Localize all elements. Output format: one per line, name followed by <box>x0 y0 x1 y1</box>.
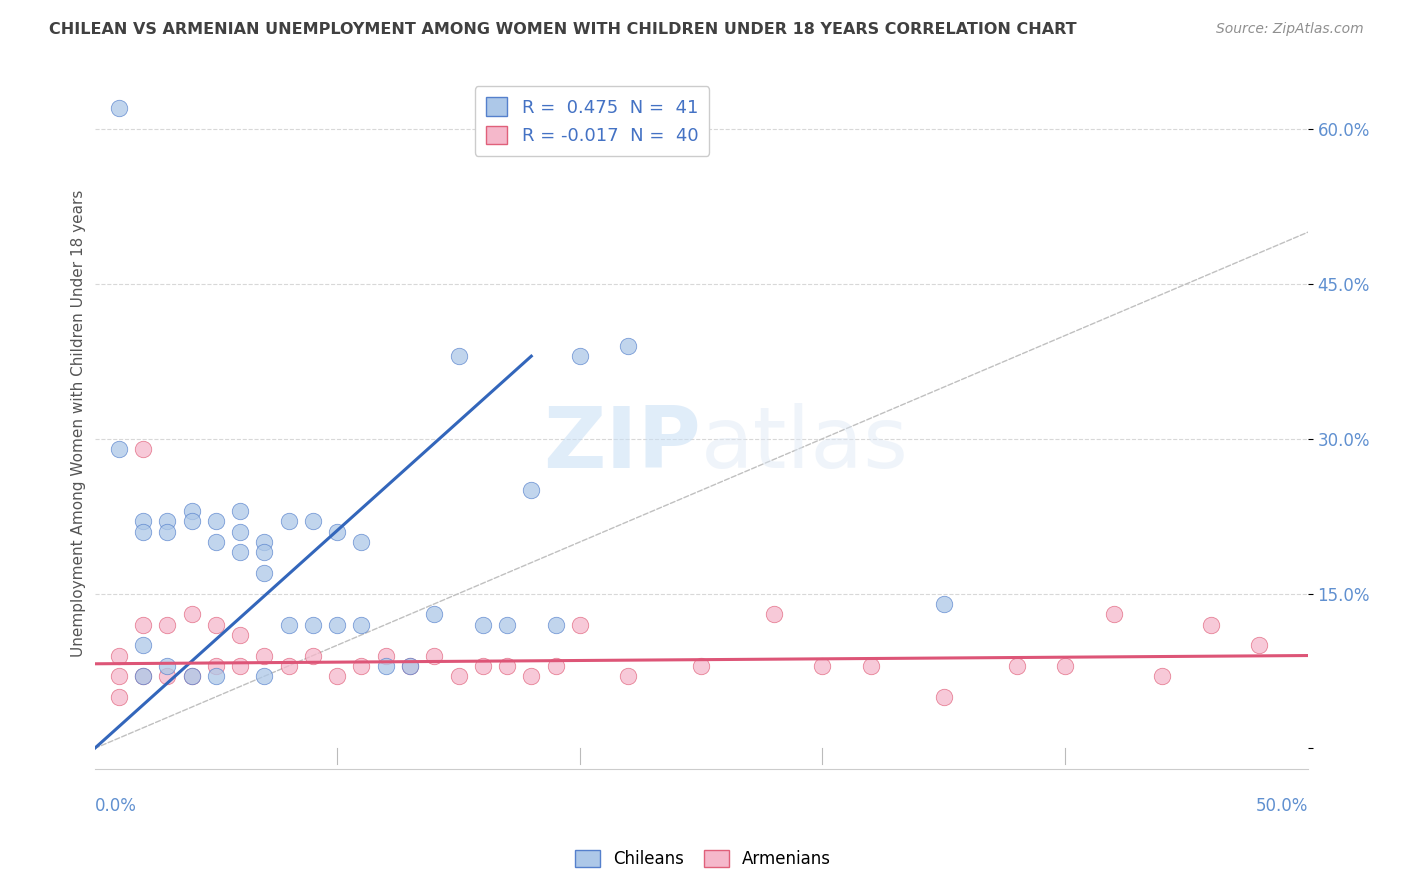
Point <box>302 514 325 528</box>
Point <box>108 648 131 663</box>
Point <box>399 658 422 673</box>
Point <box>544 617 567 632</box>
Point <box>471 658 494 673</box>
Point <box>132 442 155 456</box>
Point <box>471 617 494 632</box>
Point <box>180 514 202 528</box>
Point <box>617 339 640 353</box>
Point <box>205 535 228 549</box>
Text: 50.0%: 50.0% <box>1256 797 1308 814</box>
Text: CHILEAN VS ARMENIAN UNEMPLOYMENT AMONG WOMEN WITH CHILDREN UNDER 18 YEARS CORREL: CHILEAN VS ARMENIAN UNEMPLOYMENT AMONG W… <box>49 22 1077 37</box>
Point <box>423 607 446 622</box>
Point <box>132 617 155 632</box>
Point <box>108 442 131 456</box>
Point <box>132 514 155 528</box>
Point <box>932 597 955 611</box>
Point <box>229 524 252 539</box>
Point <box>350 535 373 549</box>
Point <box>180 504 202 518</box>
Point <box>132 669 155 683</box>
Point <box>932 690 955 704</box>
Point <box>205 669 228 683</box>
Point <box>156 617 179 632</box>
Point <box>253 566 276 580</box>
Point <box>156 669 179 683</box>
Point <box>496 658 519 673</box>
Text: 0.0%: 0.0% <box>94 797 136 814</box>
Point <box>132 638 155 652</box>
Text: Source: ZipAtlas.com: Source: ZipAtlas.com <box>1216 22 1364 37</box>
Point <box>1152 669 1174 683</box>
Point <box>156 658 179 673</box>
Point <box>229 545 252 559</box>
Point <box>1249 638 1271 652</box>
Point <box>447 669 470 683</box>
Point <box>520 483 543 498</box>
Point <box>568 617 591 632</box>
Point <box>617 669 640 683</box>
Point <box>859 658 882 673</box>
Point <box>1102 607 1125 622</box>
Point <box>811 658 834 673</box>
Point <box>180 669 202 683</box>
Point <box>350 658 373 673</box>
Point <box>205 617 228 632</box>
Point <box>229 658 252 673</box>
Point <box>447 349 470 363</box>
Point <box>326 524 349 539</box>
Legend: R =  0.475  N =  41, R = -0.017  N =  40: R = 0.475 N = 41, R = -0.017 N = 40 <box>475 87 709 156</box>
Point <box>108 669 131 683</box>
Point <box>253 669 276 683</box>
Point <box>520 669 543 683</box>
Point <box>277 617 299 632</box>
Text: ZIP: ZIP <box>543 402 702 485</box>
Y-axis label: Unemployment Among Women with Children Under 18 years: Unemployment Among Women with Children U… <box>72 190 86 657</box>
Legend: Chileans, Armenians: Chileans, Armenians <box>568 843 838 875</box>
Point <box>108 690 131 704</box>
Point <box>205 514 228 528</box>
Point <box>1005 658 1028 673</box>
Point <box>326 669 349 683</box>
Point <box>762 607 785 622</box>
Point <box>229 628 252 642</box>
Point <box>132 524 155 539</box>
Point <box>1199 617 1222 632</box>
Point <box>132 669 155 683</box>
Point <box>156 524 179 539</box>
Point <box>253 545 276 559</box>
Point <box>374 658 396 673</box>
Point <box>544 658 567 673</box>
Text: atlas: atlas <box>702 402 910 485</box>
Point <box>568 349 591 363</box>
Point <box>205 658 228 673</box>
Point <box>253 535 276 549</box>
Point <box>690 658 713 673</box>
Point <box>253 648 276 663</box>
Point <box>326 617 349 632</box>
Point <box>350 617 373 632</box>
Point <box>277 514 299 528</box>
Point <box>180 669 202 683</box>
Point <box>423 648 446 663</box>
Point <box>374 648 396 663</box>
Point <box>108 102 131 116</box>
Point <box>302 617 325 632</box>
Point <box>399 658 422 673</box>
Point <box>229 504 252 518</box>
Point <box>277 658 299 673</box>
Point <box>156 514 179 528</box>
Point <box>1054 658 1077 673</box>
Point <box>302 648 325 663</box>
Point <box>496 617 519 632</box>
Point <box>180 607 202 622</box>
